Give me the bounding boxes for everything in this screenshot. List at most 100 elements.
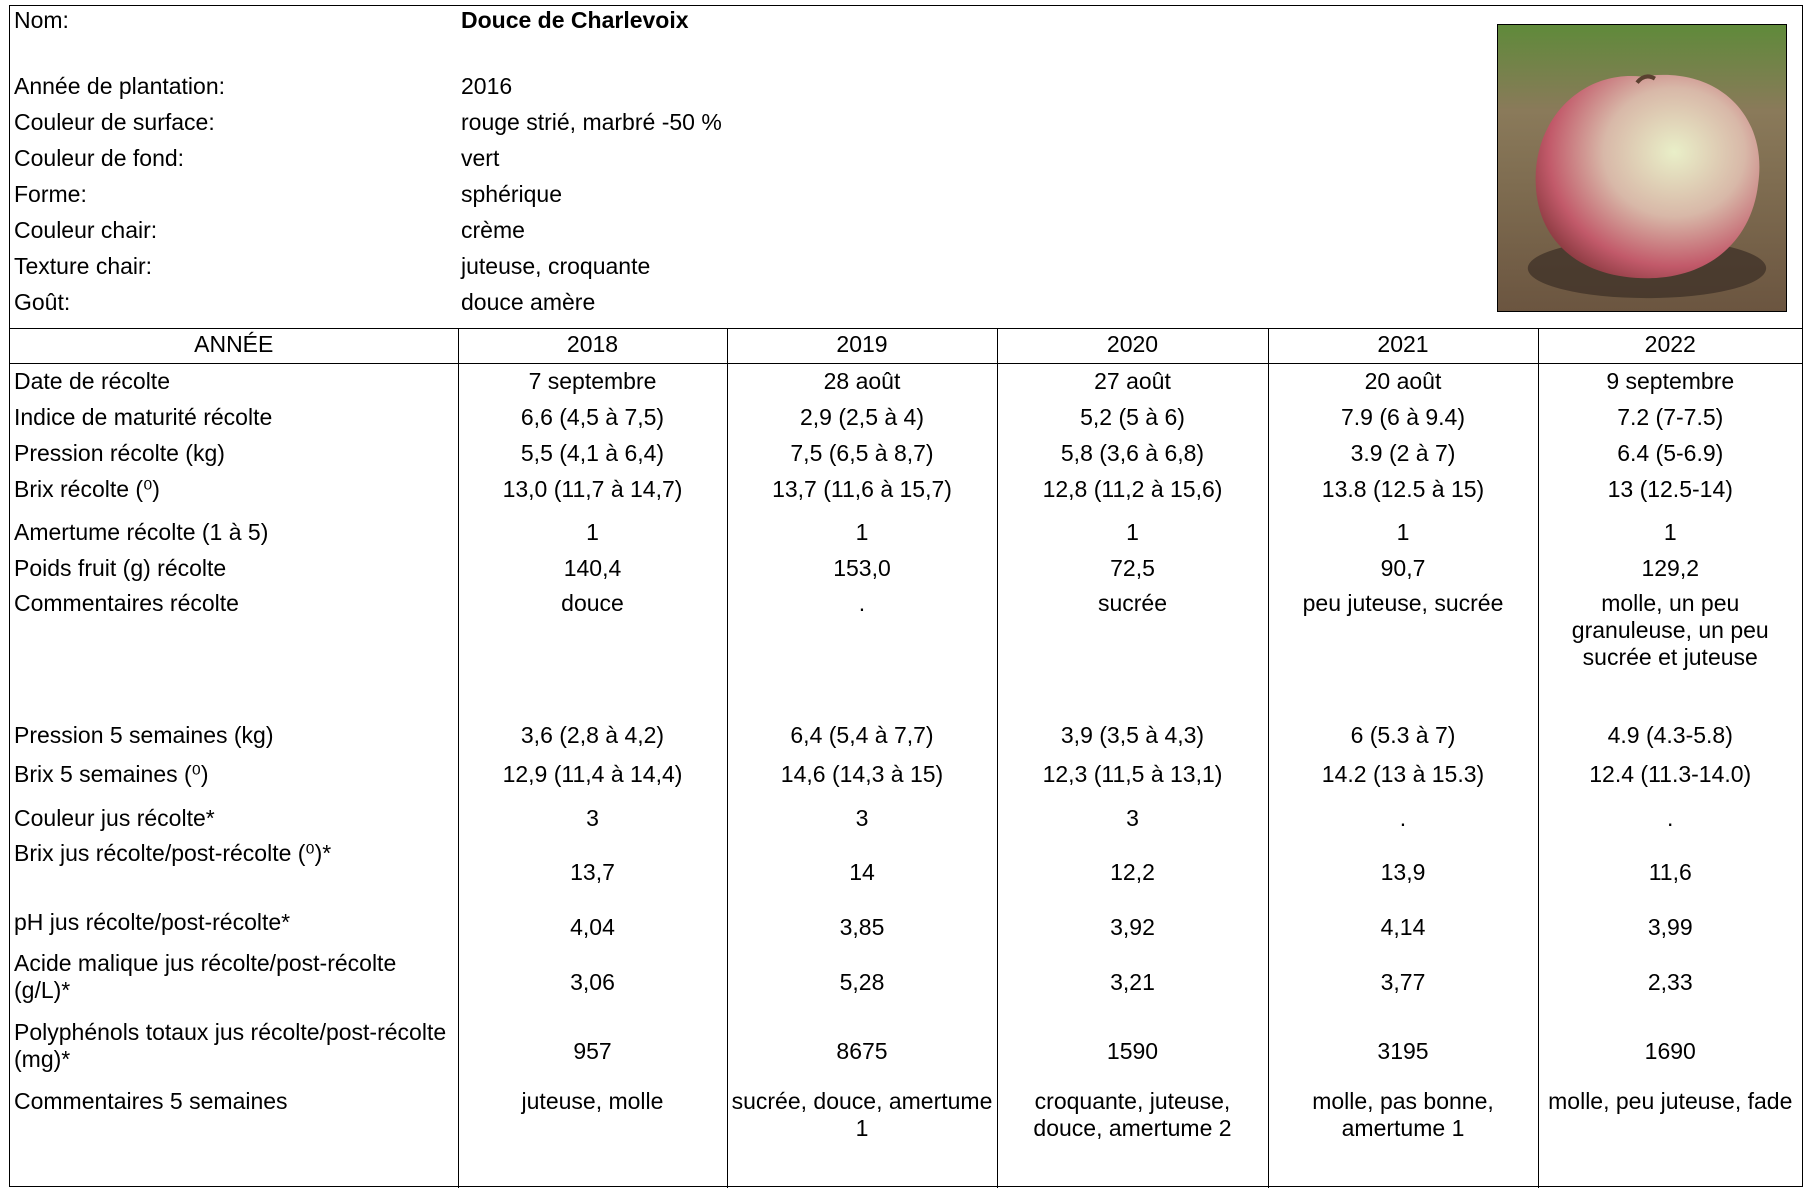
cell: 14,6 (14,3 à 15): [726, 756, 997, 801]
cell: 11,6: [1537, 835, 1802, 905]
cell: 4.9 (4.3-5.8): [1537, 717, 1802, 757]
field-label: Goût:: [14, 289, 71, 315]
table-body: Date de récolte 7 septembre 28 août 27 août…: [10, 363, 1802, 1188]
cell: 1590: [996, 1014, 1268, 1084]
cell: 3,85: [726, 904, 997, 946]
cell: 4,04: [457, 904, 727, 946]
column-header: ANNÉE: [10, 329, 458, 364]
cell: molle, pas bonne, amertume 1: [1267, 1083, 1538, 1188]
cell: 90,7: [1267, 550, 1538, 586]
column-header: 2021: [1267, 329, 1538, 364]
cell: 12,3 (11,5 à 13,1): [996, 756, 1268, 801]
cell: 1: [1537, 514, 1802, 551]
cell: 13.8 (12.5 à 15): [1267, 471, 1538, 515]
cell: 3,21: [996, 945, 1268, 1015]
table-row: Brix jus récolte/post-récolte (⁰)* 13,7 14…: [10, 835, 1802, 905]
cell: 12,9 (11,4 à 14,4): [457, 756, 727, 801]
cell: 3,06: [457, 945, 727, 1015]
variety-header: Nom: Douce de Charlevoix Année de plantati…: [10, 6, 1802, 329]
cell: 13 (12.5-14): [1537, 471, 1802, 515]
cell: 72,5: [996, 550, 1268, 586]
cell: 8675: [726, 1014, 997, 1084]
table-row: pH jus récolte/post-récolte* 4,04 3,85 3,92…: [10, 904, 1802, 946]
row-label: Brix 5 semaines (⁰): [14, 760, 209, 787]
cell: 13,7 (11,6 à 15,7): [726, 471, 997, 515]
cell: molle, peu juteuse, fade: [1537, 1083, 1802, 1188]
cell: 5,5 (4,1 à 6,4): [457, 435, 727, 472]
field-value: sphérique: [461, 181, 563, 207]
cell: 5,28: [726, 945, 997, 1015]
row-label: Pression récolte (kg): [14, 439, 225, 466]
cell: .: [1537, 800, 1802, 836]
field-value: juteuse, croquante: [461, 253, 651, 279]
cell: 129,2: [1537, 550, 1802, 586]
field-label: Forme:: [14, 181, 87, 207]
table-row: Poids fruit (g) récolte 140,4 153,0 72,5 90,…: [10, 550, 1802, 586]
cell: sucrée: [996, 585, 1268, 718]
cell: 14: [726, 835, 997, 905]
table-row: Polyphénols totaux jus récolte/post-réco…: [10, 1014, 1802, 1084]
apple-photo: [1497, 24, 1787, 312]
table-row: Brix 5 semaines (⁰) 12,9 (11,4 à 14,4) 14,…: [10, 756, 1802, 801]
cell: 3,77: [1267, 945, 1538, 1015]
row-label: Pression 5 semaines (kg): [14, 721, 274, 748]
cell: 7,5 (6,5 à 8,7): [726, 435, 997, 472]
field-value: crème: [461, 217, 525, 243]
harvest-table: ANNÉE 2018 2019 2020 2021 2022 Date de récolt…: [10, 329, 1802, 1188]
row-label: Commentaires 5 semaines: [14, 1087, 288, 1114]
cell: .: [1267, 800, 1538, 836]
cell: 12.4 (11.3-14.0): [1537, 756, 1802, 801]
cell: 28 août: [726, 363, 997, 400]
cell: 3,92: [996, 904, 1268, 946]
cell: 3: [996, 800, 1268, 836]
cell: 6 (5.3 à 7): [1267, 717, 1538, 757]
header-row: ANNÉE 2018 2019 2020 2021 2022: [10, 329, 1802, 364]
cell: 27 août: [996, 363, 1268, 400]
cell: 2,9 (2,5 à 4): [726, 399, 997, 436]
row-label: Polyphénols totaux jus récolte/post-réco…: [14, 1018, 447, 1072]
field-label: Texture chair:: [14, 253, 153, 279]
table-row: Brix récolte (⁰) 13,0 (11,7 à 14,7) 13,7 (…: [10, 471, 1802, 515]
row-label: Acide malique jus récolte/post-récolte (…: [14, 949, 397, 1003]
field-value: Douce de Charlevoix: [461, 7, 689, 33]
field-value: rouge strié, marbré -50 %: [461, 109, 722, 135]
cell: .: [726, 585, 997, 718]
table-row: Indice de maturité récolte 6,6 (4,5 à 7,5…: [10, 399, 1802, 436]
cell: 1690: [1537, 1014, 1802, 1084]
cell: 6.4 (5-6.9): [1537, 435, 1802, 472]
table-row: Pression 5 semaines (kg) 3,6 (2,8 à 4,2) 6…: [10, 717, 1802, 757]
cell: 3: [726, 800, 997, 836]
cell: douce: [457, 585, 727, 718]
table-row: Amertume récolte (1 à 5) 1 1 1 1 1: [10, 514, 1802, 551]
cell: 20 août: [1267, 363, 1538, 400]
row-label: Poids fruit (g) récolte: [14, 554, 227, 581]
cell: 12,8 (11,2 à 15,6): [996, 471, 1268, 515]
sheet: Nom: Douce de Charlevoix Année de plantati…: [9, 5, 1803, 1188]
cell: 1: [726, 514, 997, 551]
cell: 13,7: [457, 835, 727, 905]
cell: 7.9 (6 à 9.4): [1267, 399, 1538, 436]
field-label: Couleur de surface:: [14, 109, 215, 135]
column-header: 2020: [996, 329, 1268, 364]
cell: 1: [1267, 514, 1538, 551]
cell: 3195: [1267, 1014, 1538, 1084]
field-value: douce amère: [461, 289, 596, 315]
table-row: Couleur jus récolte* 3 3 3..: [10, 800, 1802, 836]
column-header: 2018: [457, 329, 727, 364]
cell: 1: [457, 514, 727, 551]
cell: 6,4 (5,4 à 7,7): [726, 717, 997, 757]
field-label: Année de plantation:: [14, 73, 226, 99]
table-row: Pression récolte (kg) 5,5 (4,1 à 6,4) 7,5 …: [10, 435, 1802, 472]
cell: 13,0 (11,7 à 14,7): [457, 471, 727, 515]
cell: 3: [457, 800, 727, 836]
field-value: 2016: [461, 73, 513, 99]
column-header: 2022: [1537, 329, 1802, 364]
row-label: Indice de maturité récolte: [14, 403, 273, 430]
row-label: Amertume récolte (1 à 5): [14, 518, 269, 545]
cell: 3,6 (2,8 à 4,2): [457, 717, 727, 757]
column-header: 2019: [726, 329, 997, 364]
cell: 13,9: [1267, 835, 1538, 905]
cell: 3,99: [1537, 904, 1802, 946]
